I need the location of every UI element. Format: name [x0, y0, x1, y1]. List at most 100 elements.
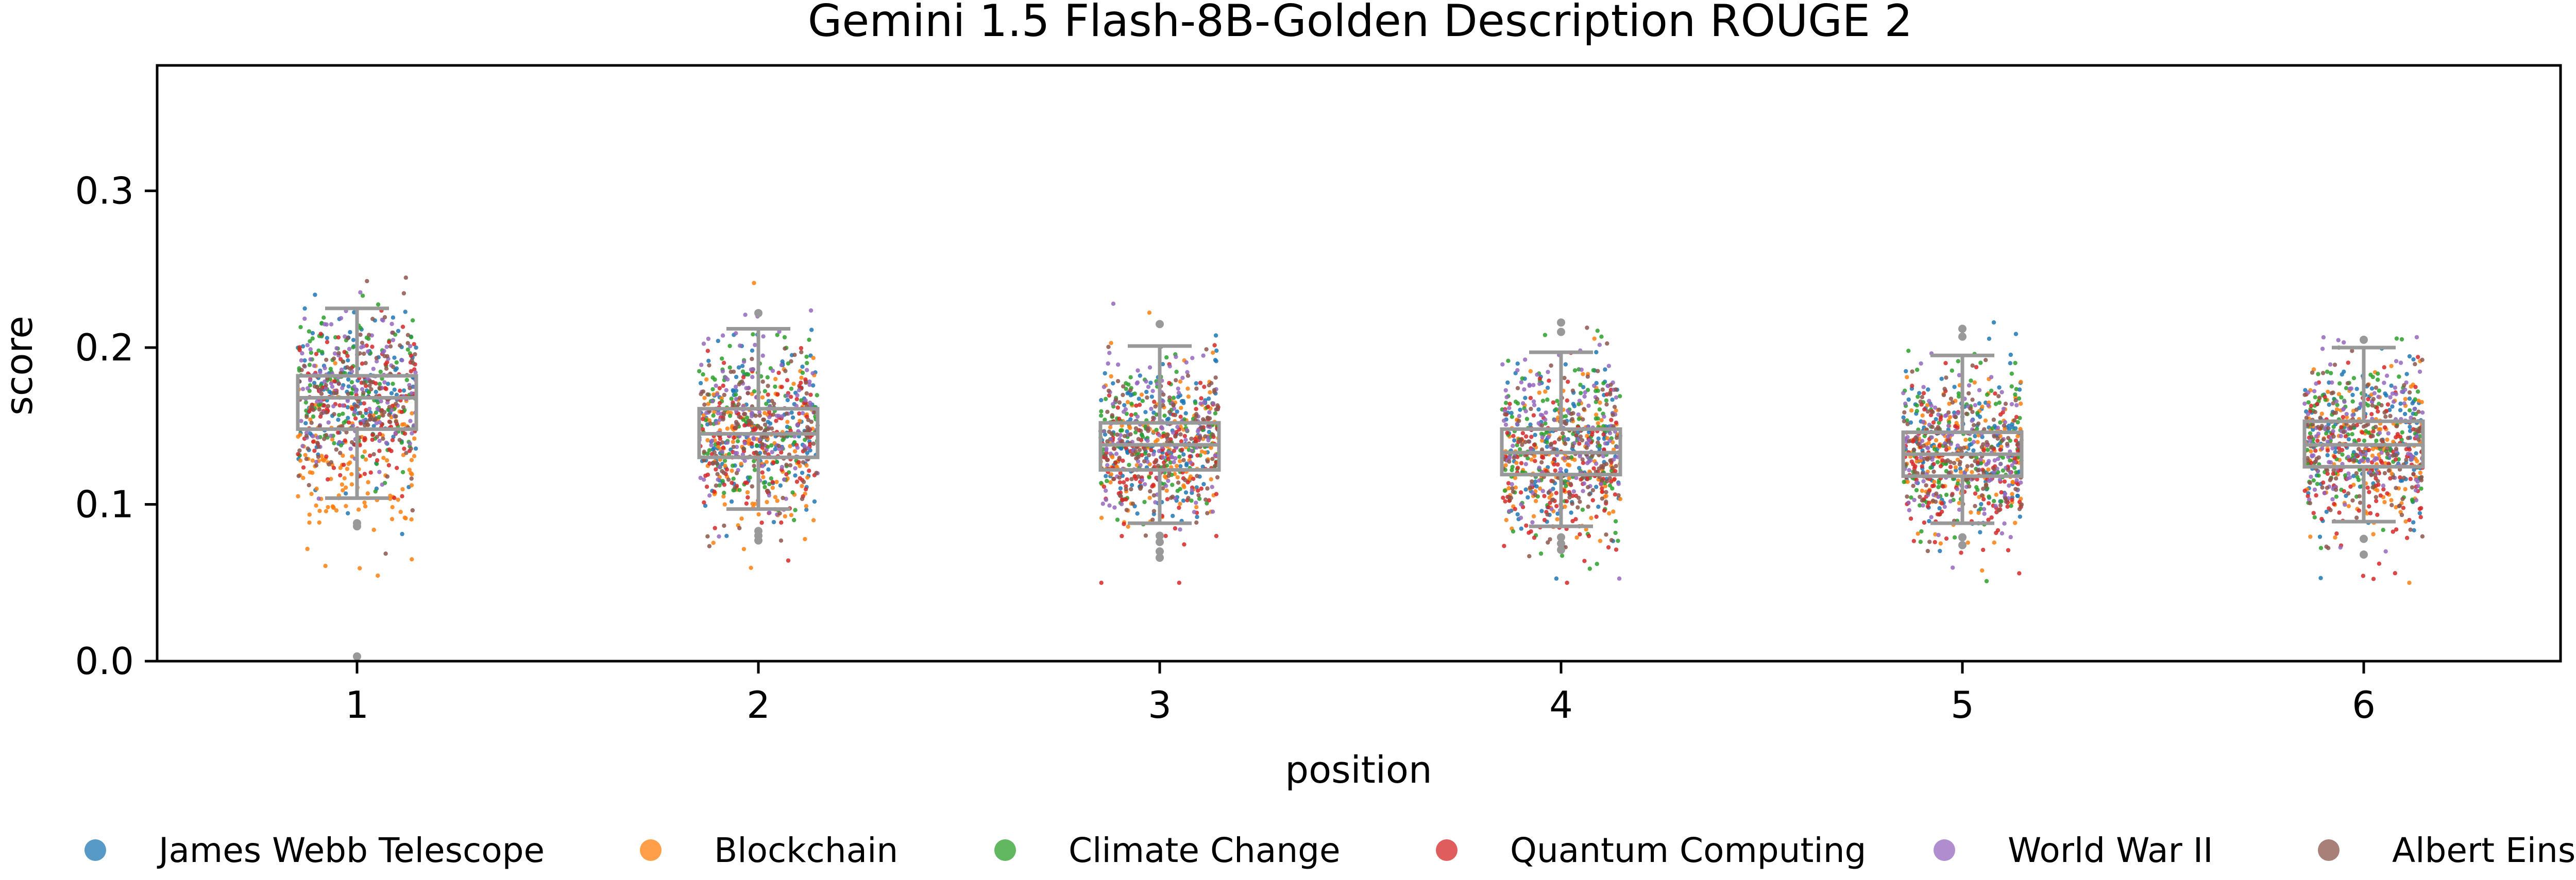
strip-point	[1614, 547, 1619, 552]
strip-point	[699, 363, 704, 367]
strip-point	[1207, 498, 1211, 503]
strip-point	[1533, 493, 1538, 497]
outlier-point	[1958, 541, 1967, 549]
strip-point	[2341, 415, 2345, 420]
strip-point	[2333, 535, 2337, 540]
strip-point	[1977, 388, 1982, 392]
strip-point	[777, 511, 782, 516]
strip-point	[1175, 489, 1180, 493]
strip-point	[1936, 485, 1941, 490]
strip-point	[803, 398, 808, 403]
strip-point	[759, 520, 764, 525]
strip-point	[2385, 451, 2390, 456]
strip-point	[1570, 444, 1575, 448]
strip-point	[313, 292, 317, 297]
strip-point	[1193, 437, 1198, 441]
strip-point	[1927, 399, 1931, 403]
strip-point	[1611, 509, 1616, 514]
strip-point	[2394, 446, 2399, 451]
strip-point	[1615, 444, 1619, 450]
strip-point	[1958, 467, 1963, 471]
strip-point	[408, 386, 412, 390]
strip-point	[757, 413, 762, 418]
strip-point	[717, 483, 722, 488]
strip-point	[2013, 438, 2019, 443]
strip-point	[764, 460, 769, 464]
strip-point	[1109, 432, 1114, 436]
strip-point	[1613, 530, 1618, 536]
strip-point	[1509, 410, 1514, 416]
strip-point	[760, 464, 765, 469]
strip-point	[1994, 492, 1998, 497]
strip-point	[2334, 531, 2339, 536]
strip-point	[1604, 532, 1608, 537]
strip-point	[342, 462, 346, 467]
strip-point	[1905, 494, 1909, 499]
strip-point	[350, 406, 354, 411]
strip-point	[1921, 479, 1926, 484]
strip-point	[2308, 480, 2312, 485]
strip-point	[1180, 447, 1184, 452]
strip-point	[1506, 358, 1511, 363]
strip-point	[745, 490, 750, 495]
strip-point	[1203, 450, 1208, 455]
strip-point	[1570, 519, 1575, 524]
strip-point	[785, 398, 790, 403]
legend-label: Albert Einstein	[2392, 831, 2576, 870]
strip-point	[1597, 407, 1602, 412]
strip-point	[1506, 486, 1511, 491]
strip-point	[729, 396, 734, 401]
strip-point	[1618, 496, 1623, 502]
outlier-point	[2360, 550, 2368, 559]
strip-point	[1149, 406, 1154, 411]
strip-point	[1165, 417, 1170, 422]
strip-point	[2371, 532, 2376, 537]
strip-point	[362, 472, 367, 476]
strip-point	[1952, 535, 1957, 540]
strip-point	[1930, 424, 1935, 429]
strip-point	[1501, 495, 1505, 500]
strip-point	[720, 449, 724, 454]
strip-point	[1986, 447, 1990, 452]
strip-point	[1166, 450, 1171, 454]
strip-point	[1562, 456, 1567, 461]
strip-point	[2316, 455, 2321, 460]
strip-point	[1142, 499, 1147, 505]
strip-point	[739, 461, 743, 466]
strip-point	[728, 369, 733, 374]
strip-point	[344, 491, 348, 496]
strip-point	[2302, 488, 2307, 493]
strip-point	[374, 356, 379, 360]
strip-point	[2393, 385, 2398, 390]
strip-point	[385, 474, 389, 479]
strip-point	[364, 408, 368, 412]
strip-point	[765, 499, 769, 505]
strip-point	[776, 370, 781, 375]
strip-point	[395, 465, 399, 470]
strip-point	[402, 422, 406, 427]
strip-point	[1537, 390, 1541, 395]
strip-point	[1919, 529, 1924, 534]
strip-point	[766, 392, 770, 397]
strip-point	[1567, 476, 1571, 481]
strip-point	[1205, 459, 1210, 464]
strip-point	[2303, 388, 2308, 392]
strip-point	[2325, 453, 2330, 458]
strip-point	[805, 360, 809, 366]
strip-point	[1914, 456, 1919, 460]
strip-point	[2403, 519, 2408, 524]
strip-point	[2398, 435, 2403, 439]
strip-point	[795, 445, 800, 450]
strip-point	[1512, 455, 1516, 460]
strip-point	[345, 467, 350, 471]
strip-point	[2336, 392, 2342, 396]
strip-point	[2328, 362, 2333, 367]
strip-point	[800, 365, 805, 369]
strip-point	[2008, 458, 2012, 463]
strip-point	[2417, 369, 2422, 374]
strip-point	[1147, 365, 1153, 370]
strip-point	[1175, 475, 1180, 480]
strip-point	[2374, 424, 2378, 429]
strip-point	[2393, 457, 2398, 462]
strip-point	[366, 390, 371, 394]
